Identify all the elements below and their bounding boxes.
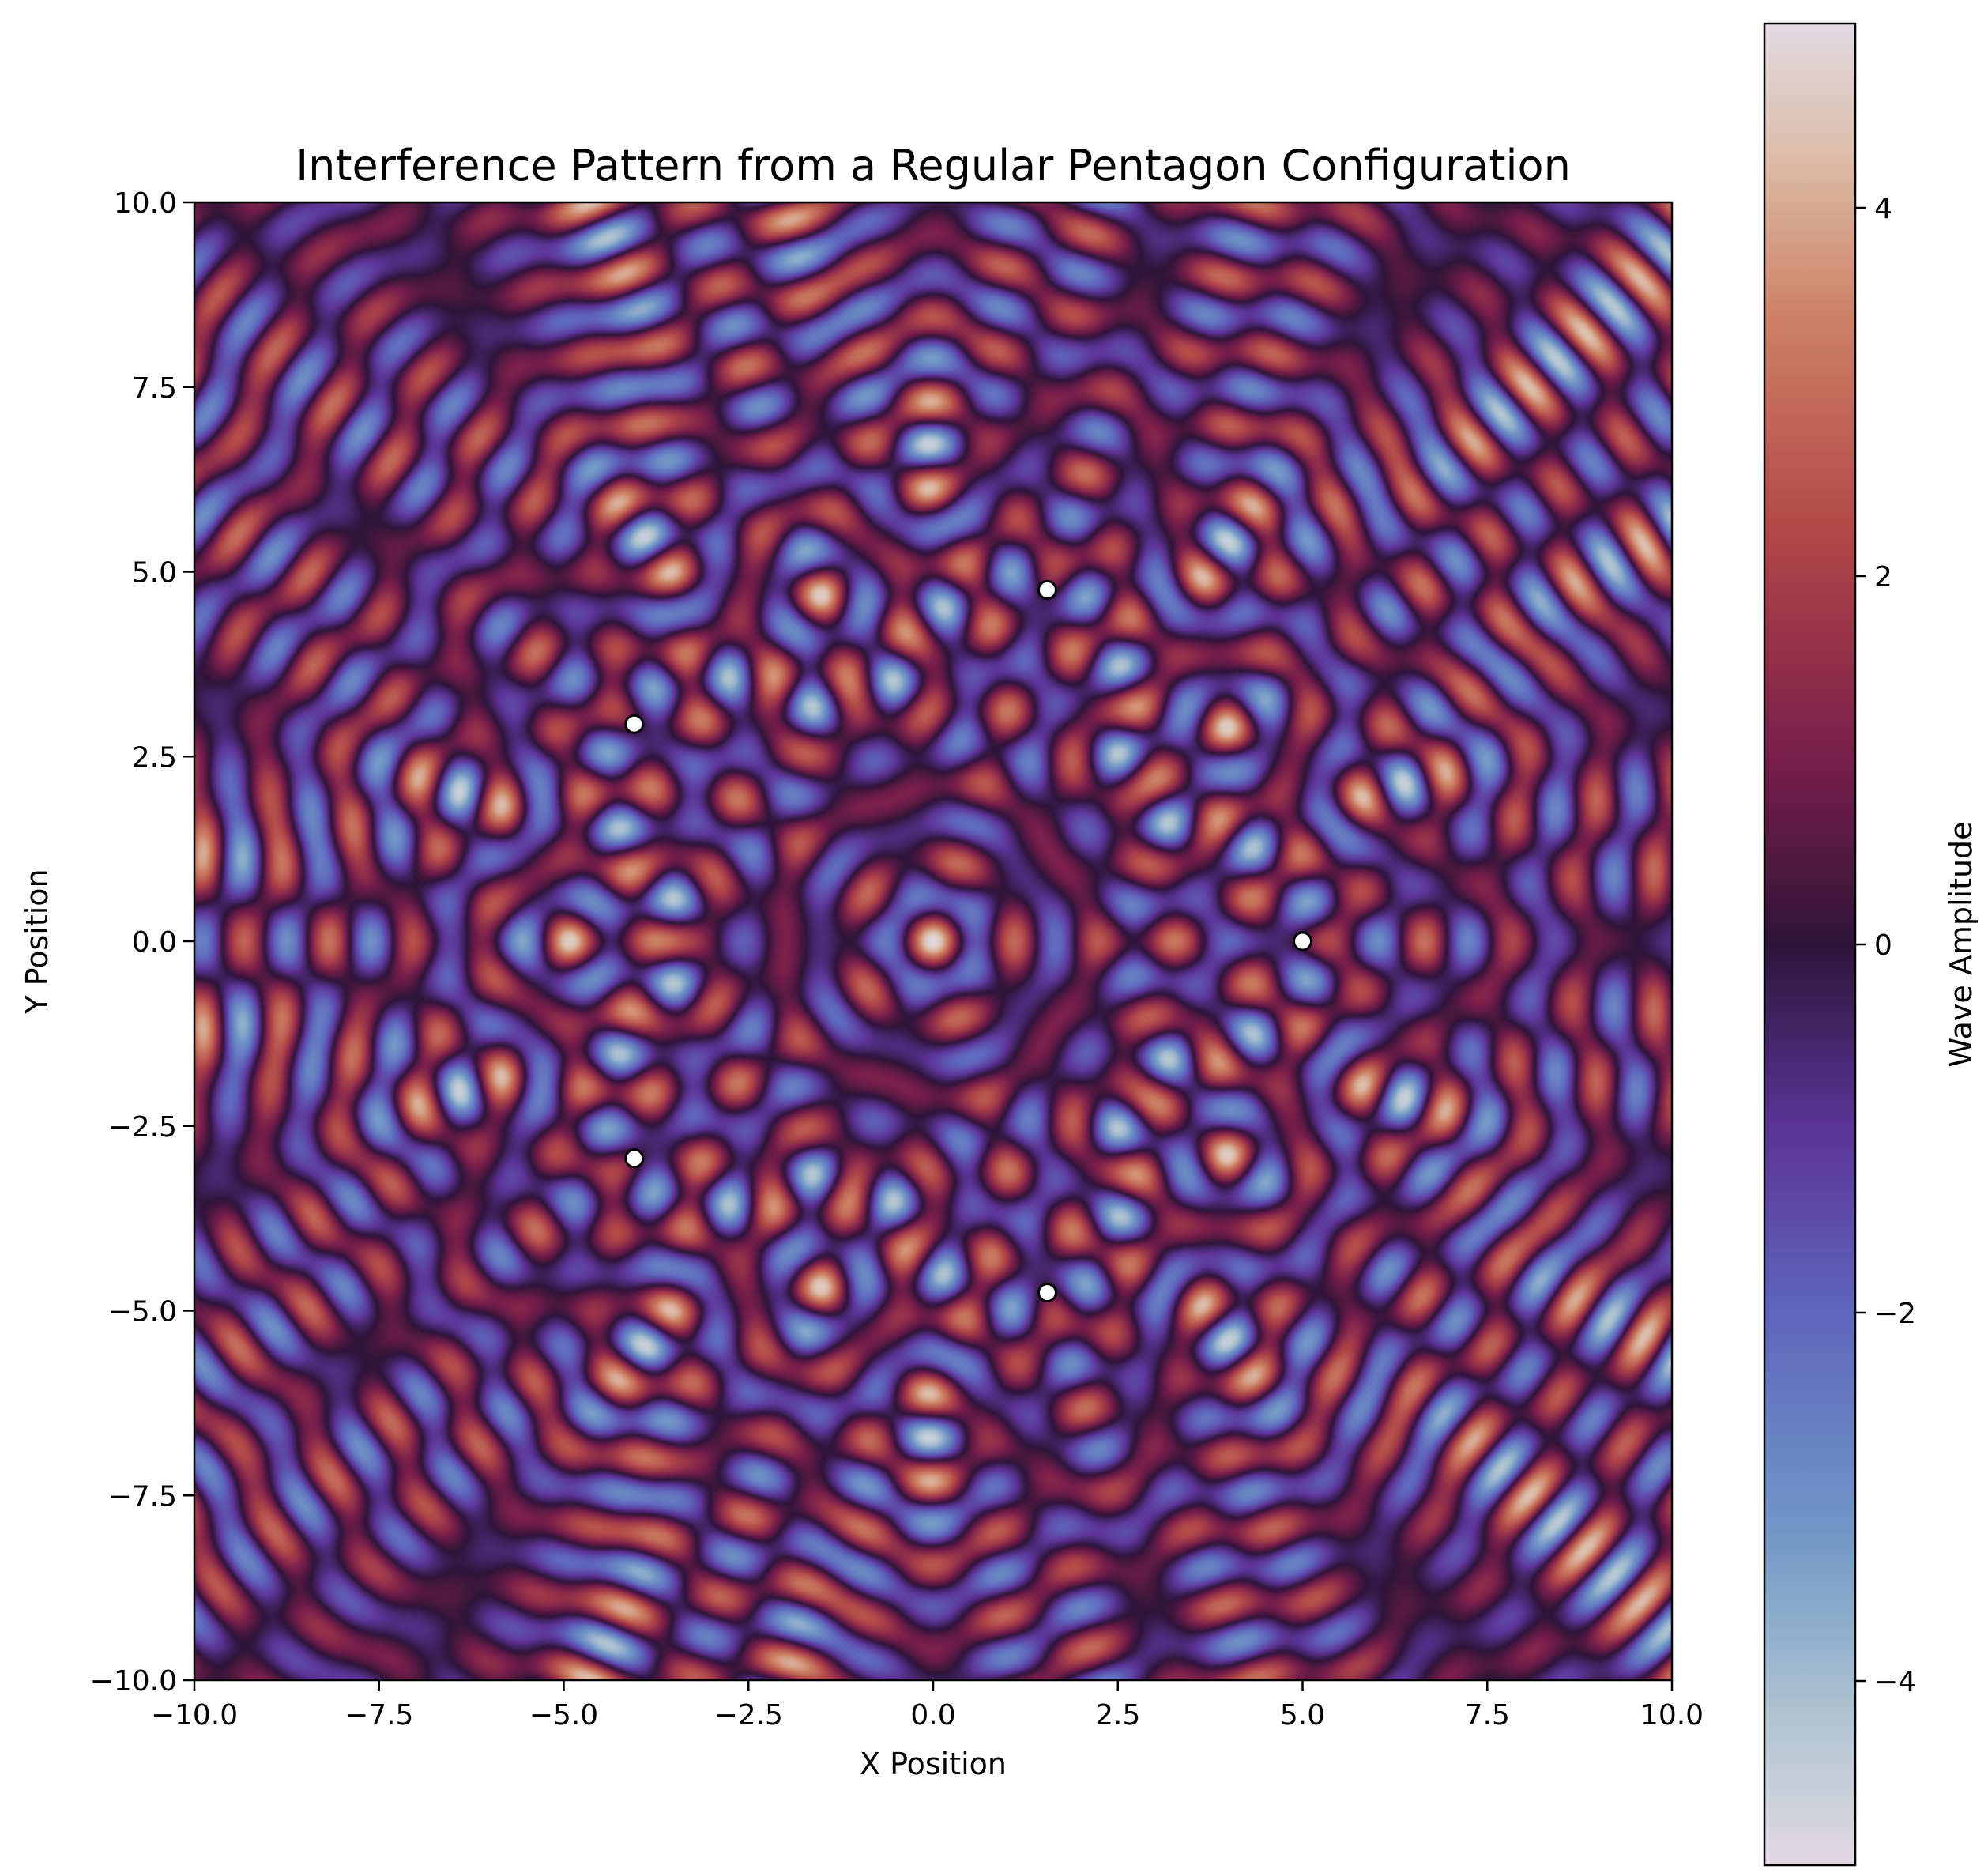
colorbar-label: Wave Amplitude <box>1944 821 1979 1067</box>
y-tick-label: −5.0 <box>108 1296 177 1328</box>
colorbar-tick-label: 4 <box>1874 193 1892 225</box>
source-marker-4 <box>624 1148 645 1169</box>
colorbar-tick-label: 0 <box>1874 929 1892 962</box>
y-axis-ticks: −10.0 −7.5 −5.0 −2.5 0.0 2.5 5.0 7.5 10.0 <box>90 187 194 1698</box>
heatmap-area <box>194 202 1672 1680</box>
x-axis-label: X Position <box>860 1747 1007 1781</box>
y-tick-label: 0.0 <box>132 926 177 959</box>
source-marker-5 <box>1037 1283 1057 1303</box>
sources-layer <box>624 579 1312 1303</box>
x-tick-label: 7.5 <box>1465 1699 1510 1732</box>
y-tick-label: 7.5 <box>132 372 177 405</box>
colorbar-ticks: −4 −2 0 2 4 <box>1855 193 1916 1698</box>
source-marker-3 <box>624 714 645 734</box>
source-marker-1 <box>1293 931 1312 952</box>
x-axis-ticks: −10.0 −7.5 −5.0 −2.5 0.0 2.5 5.0 7.5 10.0 <box>151 1680 1704 1732</box>
x-tick-label: 2.5 <box>1095 1699 1140 1732</box>
y-tick-label: −2.5 <box>108 1111 177 1144</box>
chart-title: Interference Pattern from a Regular Pent… <box>296 141 1571 190</box>
x-tick-label: −2.5 <box>714 1699 783 1732</box>
y-tick-label: 10.0 <box>114 187 177 220</box>
colorbar-tick-label: −4 <box>1874 1666 1916 1698</box>
colorbar-tick-label: 2 <box>1874 561 1892 594</box>
x-tick-label: −5.0 <box>529 1699 598 1732</box>
y-tick-label: −10.0 <box>90 1665 177 1698</box>
x-tick-label: 5.0 <box>1280 1699 1325 1732</box>
y-tick-label: 5.0 <box>132 557 177 590</box>
source-marker-2 <box>1037 579 1057 600</box>
x-tick-label: −7.5 <box>345 1699 413 1732</box>
y-axis-label: Y Position <box>20 869 55 1014</box>
heatmap-canvas <box>194 202 1672 1680</box>
x-tick-label: 0.0 <box>910 1699 955 1732</box>
y-tick-label: −7.5 <box>108 1480 177 1513</box>
x-tick-label: −10.0 <box>151 1699 238 1732</box>
colorbar-tick-label: −2 <box>1874 1298 1916 1330</box>
y-tick-label: 2.5 <box>132 741 177 774</box>
x-tick-label: 10.0 <box>1640 1699 1704 1732</box>
colorbar-gradient <box>1764 24 1855 1865</box>
